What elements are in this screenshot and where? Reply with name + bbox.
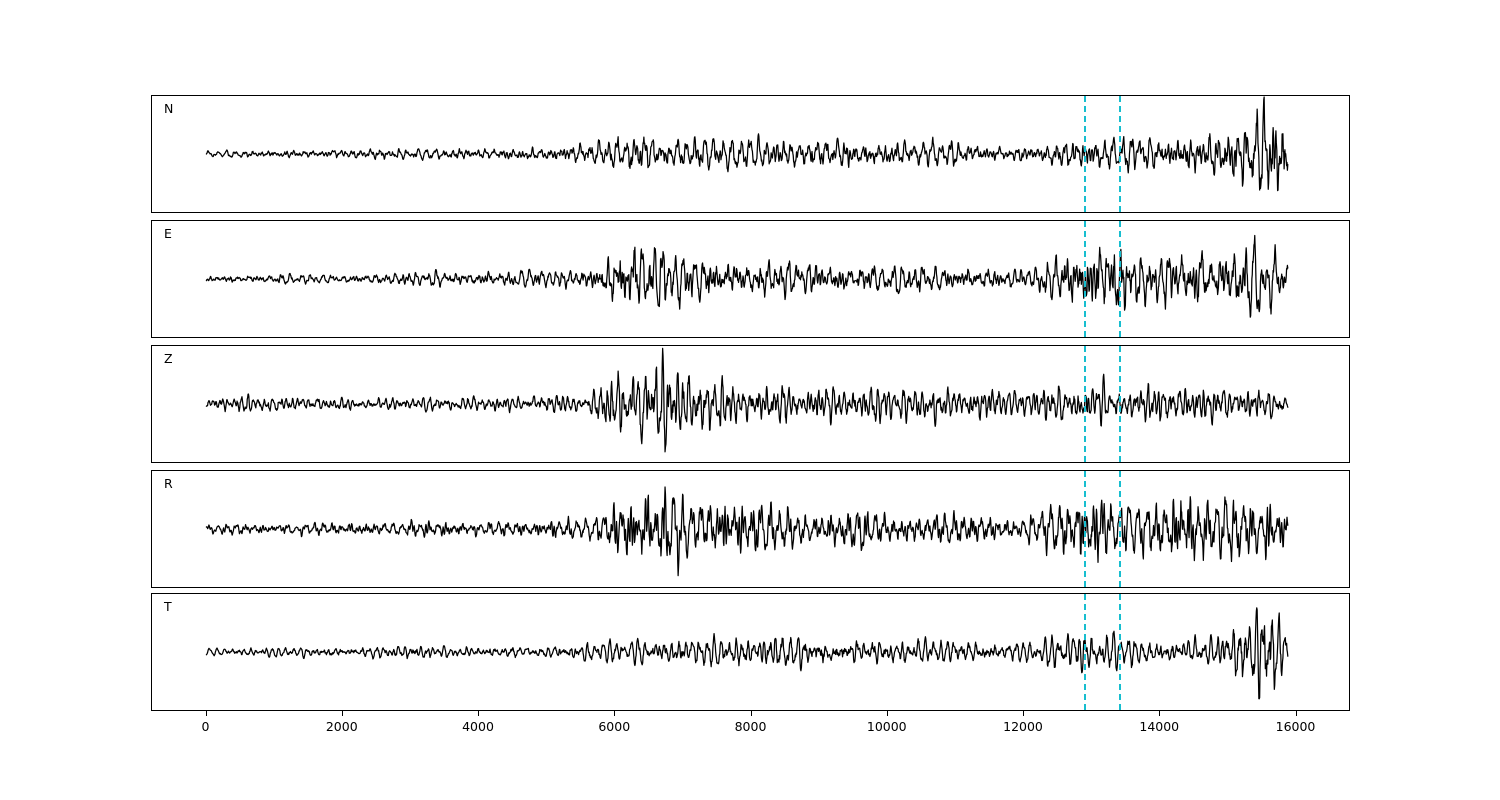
x-tick-label: 14000 bbox=[1139, 719, 1180, 734]
x-tick bbox=[1159, 711, 1161, 716]
panel-label-e: E bbox=[164, 226, 173, 241]
waveform-panel-r: R bbox=[151, 470, 1350, 588]
phase-marker-1 bbox=[1083, 594, 1086, 710]
waveform-trace bbox=[152, 346, 1349, 462]
phase-marker-1 bbox=[1083, 96, 1086, 212]
waveform-panel-n: N bbox=[151, 95, 1350, 213]
x-tick bbox=[478, 711, 479, 716]
x-tick-label: 10000 bbox=[866, 719, 907, 734]
x-tick-label: 4000 bbox=[462, 719, 494, 734]
waveform-trace bbox=[152, 221, 1349, 337]
waveform-trace bbox=[152, 594, 1349, 710]
waveform-panel-t: T bbox=[151, 593, 1350, 711]
x-tick-label: 16000 bbox=[1275, 719, 1316, 734]
x-tick bbox=[1295, 711, 1297, 716]
x-tick-label: 2000 bbox=[325, 719, 358, 734]
x-tick bbox=[614, 711, 616, 716]
x-tick-label: 8000 bbox=[734, 719, 767, 734]
phase-marker-1 bbox=[1083, 346, 1086, 462]
phase-marker-2 bbox=[1119, 471, 1122, 587]
x-tick bbox=[886, 711, 888, 716]
phase-marker-2 bbox=[1119, 346, 1122, 462]
phase-marker-1 bbox=[1083, 471, 1086, 587]
panel-label-r: R bbox=[164, 476, 173, 491]
x-axis: 0 2000 4000 6000 8000 10000 12000 14000 16000 bbox=[151, 711, 1350, 751]
panel-label-z: Z bbox=[164, 351, 173, 366]
waveform-panel-z: Z bbox=[151, 345, 1350, 463]
x-tick bbox=[750, 711, 752, 716]
waveform-trace bbox=[152, 471, 1349, 587]
phase-marker-1 bbox=[1083, 221, 1086, 337]
x-tick bbox=[341, 711, 343, 716]
x-tick-label: 0 bbox=[201, 719, 210, 734]
x-tick bbox=[1023, 711, 1024, 716]
phase-marker-2 bbox=[1119, 594, 1122, 710]
waveform-trace bbox=[152, 96, 1349, 212]
panel-label-t: T bbox=[164, 599, 172, 614]
waveform-panel-e: E bbox=[151, 220, 1350, 338]
phase-marker-2 bbox=[1119, 221, 1122, 337]
x-tick-label: 6000 bbox=[598, 719, 631, 734]
x-tick-label: 12000 bbox=[1003, 719, 1043, 734]
phase-marker-2 bbox=[1119, 96, 1122, 212]
x-tick bbox=[205, 711, 207, 716]
panel-label-n: N bbox=[164, 101, 174, 116]
